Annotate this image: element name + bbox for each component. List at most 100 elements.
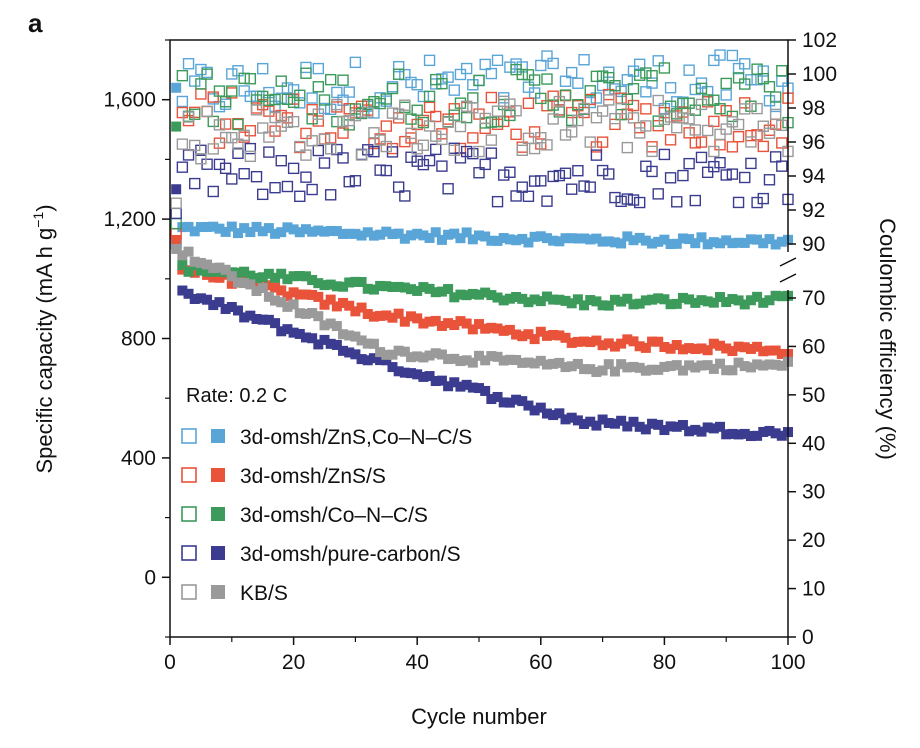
efficiency-point: [720, 104, 732, 117]
capacity-point: [276, 326, 287, 337]
capacity-point: [708, 363, 719, 374]
capacity-point: [640, 342, 651, 353]
capacity-point: [356, 354, 367, 365]
capacity-point: [591, 233, 602, 244]
efficiency-point: [633, 58, 646, 70]
efficiency-point: [232, 147, 244, 159]
capacity-point: [418, 352, 429, 363]
efficiency-point: [417, 116, 430, 129]
capacity-point: [171, 121, 182, 132]
capacity-point: [412, 228, 423, 239]
efficiency-point: [263, 105, 275, 117]
capacity-point: [690, 238, 701, 249]
efficiency-point: [454, 97, 467, 109]
efficiency-point: [739, 78, 751, 90]
capacity-point: [597, 365, 608, 376]
capacity-point: [220, 264, 231, 275]
capacity-point: [517, 357, 528, 368]
capacity-point: [461, 379, 472, 390]
efficiency-point: [596, 136, 609, 148]
capacity-point: [171, 184, 182, 195]
capacity-point: [702, 360, 713, 371]
capacity-point: [733, 341, 744, 352]
efficiency-point: [683, 64, 695, 76]
efficiency-point: [368, 107, 380, 119]
series-3: [170, 142, 794, 442]
capacity-point: [609, 418, 620, 429]
efficiency-point: [708, 94, 720, 106]
capacity-point: [214, 223, 225, 234]
capacity-point: [696, 295, 707, 306]
efficiency-point: [312, 115, 325, 127]
capacity-point: [511, 235, 522, 246]
capacity-point: [535, 402, 546, 413]
efficiency-point: [392, 68, 405, 80]
efficiency-point: [708, 145, 720, 158]
efficiency-point: [436, 133, 448, 146]
efficiency-point: [405, 76, 417, 89]
efficiency-point: [572, 165, 584, 177]
legend-entry: KB/S: [181, 582, 288, 605]
capacity-point: [579, 233, 590, 244]
efficiency-point: [405, 151, 417, 163]
capacity-point: [319, 320, 330, 331]
efficiency-point: [658, 113, 671, 126]
capacity-point: [758, 426, 769, 437]
capacity-point: [294, 289, 305, 300]
capacity-point: [300, 332, 311, 343]
efficiency-point: [300, 127, 312, 140]
capacity-point: [220, 226, 231, 237]
capacity-point: [455, 289, 466, 300]
efficiency-point: [609, 80, 621, 92]
capacity-point: [331, 281, 342, 292]
capacity-point: [257, 283, 268, 294]
efficiency-point: [467, 147, 479, 160]
capacity-point: [455, 381, 466, 392]
efficiency-point: [170, 207, 182, 220]
efficiency-point: [516, 68, 528, 81]
efficiency-point: [430, 73, 442, 86]
capacity-point: [684, 426, 695, 437]
capacity-point: [344, 330, 355, 341]
efficiency-point: [695, 98, 708, 111]
efficiency-point: [232, 65, 244, 77]
efficiency-point: [640, 67, 652, 79]
axis-break-mark: [779, 257, 797, 267]
capacity-point: [677, 365, 688, 376]
capacity-point: [579, 418, 590, 429]
capacity-point: [640, 424, 651, 435]
efficiency-point: [498, 98, 510, 111]
capacity-point: [467, 288, 478, 299]
capacity-point: [257, 272, 268, 283]
capacity-point: [276, 297, 287, 308]
capacity-point: [245, 279, 256, 290]
efficiency-point: [751, 102, 763, 115]
y-axis-left-label-close: ): [32, 204, 57, 211]
capacity-point: [208, 263, 219, 274]
capacity-point: [183, 288, 194, 299]
capacity-point: [474, 230, 484, 241]
capacity-point: [634, 232, 645, 243]
efficiency-point: [510, 190, 522, 202]
y-right-tick-label: 100: [802, 63, 837, 86]
capacity-point: [424, 283, 435, 294]
capacity-point: [585, 234, 596, 245]
efficiency-point: [745, 100, 757, 112]
efficiency-point: [281, 93, 294, 105]
capacity-point: [653, 236, 664, 247]
efficiency-point: [257, 188, 269, 201]
capacity-point: [616, 415, 627, 426]
capacity-point: [708, 237, 719, 248]
efficiency-point: [244, 142, 257, 155]
capacity-point: [294, 227, 305, 238]
efficiency-point: [751, 129, 763, 141]
efficiency-point: [646, 165, 658, 178]
efficiency-point: [683, 127, 695, 139]
efficiency-point: [238, 129, 250, 142]
capacity-point: [671, 421, 682, 432]
efficiency-point: [399, 190, 411, 202]
efficiency-point: [763, 124, 776, 136]
efficiency-point: [603, 168, 615, 180]
y-right-tick-label: 30: [802, 481, 825, 504]
efficiency-point: [312, 62, 325, 75]
